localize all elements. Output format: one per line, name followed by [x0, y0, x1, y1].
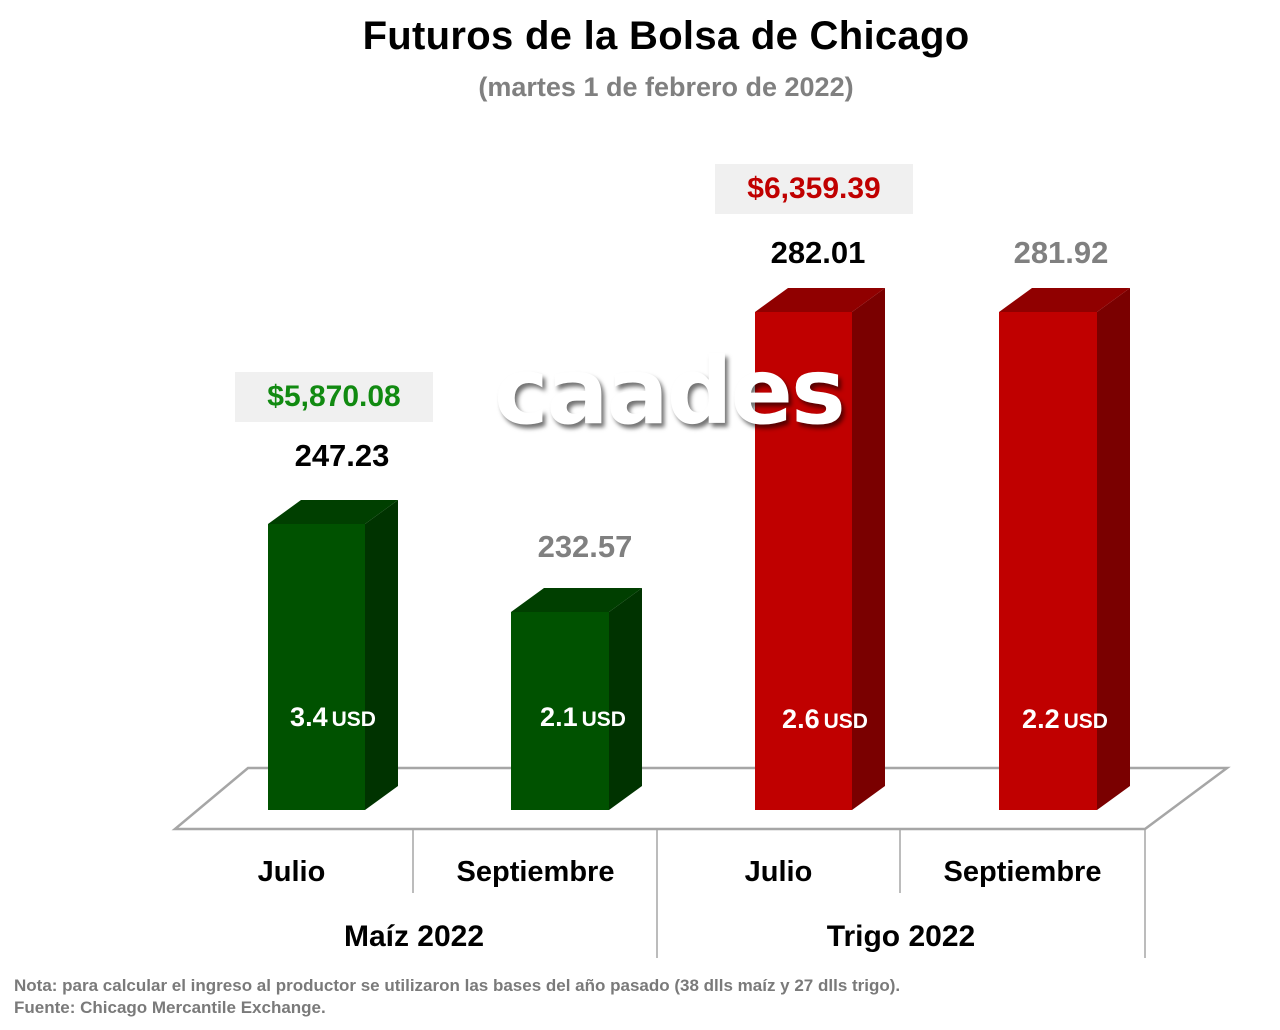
income-badge-trigo: $6,359.39: [715, 164, 913, 214]
category-label: Julio: [744, 856, 813, 888]
source-note: Fuente: Chicago Mercantile Exchange.: [14, 998, 326, 1017]
group-label-maiz: Maíz 2022: [343, 920, 485, 953]
inbar-value: 3.4: [290, 702, 328, 732]
footnote: Nota: para calcular el ingreso al produc…: [14, 976, 901, 995]
inbar-value: 2.2: [1022, 704, 1060, 734]
bar-maiz-julio: [268, 500, 398, 810]
bar-trigo-julio: [755, 288, 885, 810]
category-label: Septiembre: [456, 856, 615, 888]
inbar-unit: USD: [823, 710, 868, 733]
inbar-label-maiz-septiembre: 2.1 USD: [503, 702, 663, 733]
category-label: Julio: [257, 856, 326, 888]
inbar-label-maiz-julio: 3.4 USD: [253, 702, 413, 733]
inbar-label-trigo-septiembre: 2.2 USD: [985, 704, 1145, 735]
inbar-value: 2.6: [782, 704, 820, 734]
group-label-trigo: Trigo 2022: [826, 920, 976, 953]
value-label-maiz-julio: 247.23: [294, 438, 390, 473]
bar-trigo-septiembre: [999, 288, 1130, 810]
chart-subtitle: (martes 1 de febrero de 2022): [478, 72, 854, 102]
chart-title: Futuros de la Bolsa de Chicago: [362, 14, 970, 58]
bar-maiz-septiembre: [511, 588, 642, 810]
caades-watermark: caades: [494, 338, 846, 445]
value-label-maiz-septiembre: 232.57: [537, 529, 633, 564]
inbar-label-trigo-julio: 2.6 USD: [745, 704, 905, 735]
inbar-value: 2.1: [540, 702, 578, 732]
inbar-unit: USD: [331, 708, 376, 731]
inbar-unit: USD: [581, 708, 626, 731]
value-label-trigo-julio: 282.01: [770, 235, 866, 270]
category-label: Septiembre: [943, 856, 1102, 888]
income-badge-maiz: $5,870.08: [235, 372, 433, 422]
value-label-trigo-septiembre: 281.92: [1013, 235, 1109, 270]
inbar-unit: USD: [1063, 710, 1108, 733]
